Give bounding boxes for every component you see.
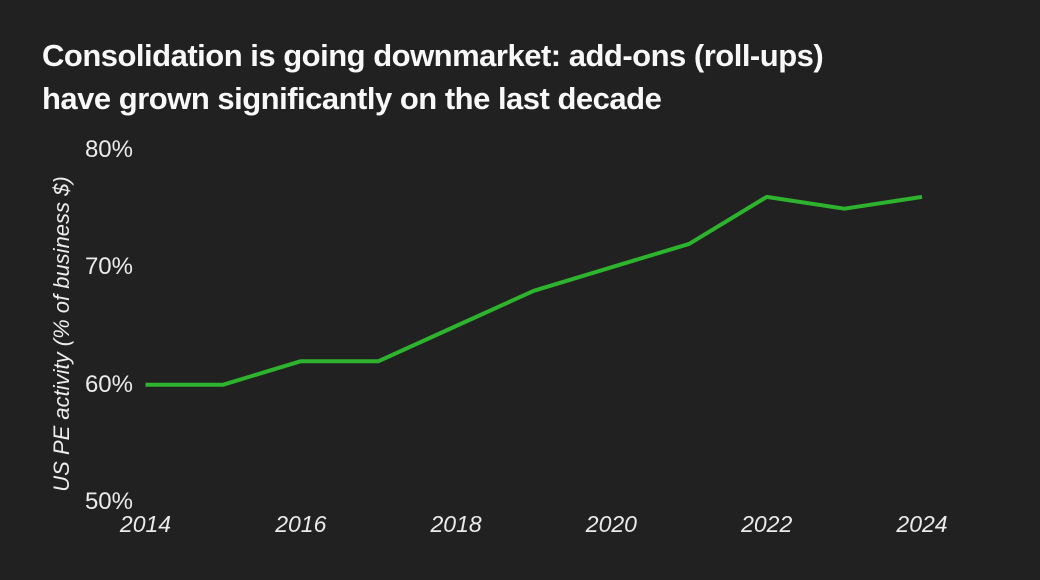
x-tick-label: 2022 (741, 511, 793, 537)
x-tick-label: 2020 (585, 511, 637, 537)
x-tick-label: 2014 (119, 511, 172, 537)
line-series (145, 194, 923, 387)
chart-title: Consolidation is going downmarket: add-o… (42, 34, 982, 120)
chart-title-line1: Consolidation is going downmarket: add-o… (42, 38, 824, 73)
y-tick-label: 80% (84, 136, 133, 163)
x-tick-label: 2016 (275, 511, 327, 537)
x-tick-label: 2018 (430, 511, 482, 537)
y-tick-label: 60% (84, 370, 133, 398)
y-tick-label: 70% (84, 253, 133, 281)
y-tick-label: 50% (84, 488, 133, 515)
x-tick-label: 2024 (896, 511, 948, 537)
chart-title-line2: have grown significantly on the last dec… (42, 81, 662, 116)
